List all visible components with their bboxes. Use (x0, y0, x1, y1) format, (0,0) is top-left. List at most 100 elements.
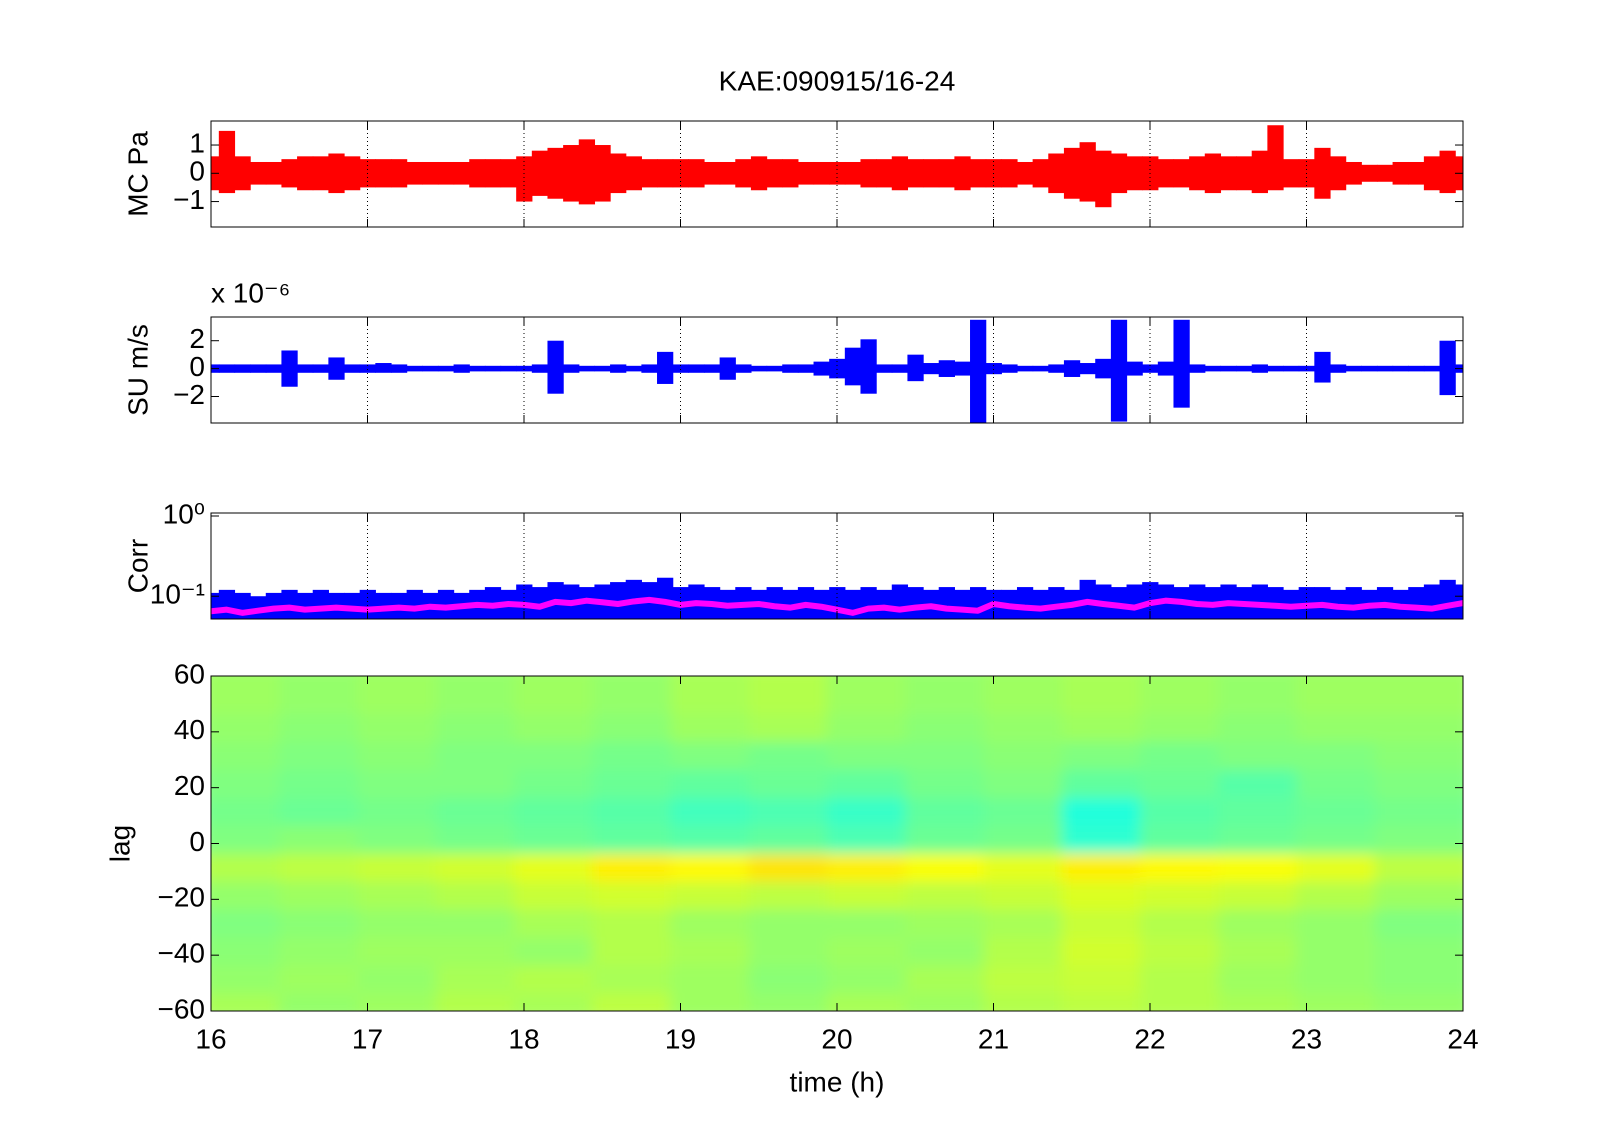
corr-band (766, 587, 783, 619)
y-tick-label: −1 (173, 184, 205, 215)
signal-envelope (829, 358, 846, 379)
x-tick-label: 21 (978, 1023, 1009, 1054)
signal-envelope (328, 357, 345, 380)
corr-band (281, 589, 298, 619)
signal-envelope (844, 347, 862, 386)
signal-envelope (500, 365, 517, 372)
signal-envelope (281, 350, 298, 387)
signal-envelope (1251, 364, 1268, 373)
signal-envelope (390, 364, 408, 373)
signal-envelope (641, 364, 658, 373)
corr-band (782, 589, 799, 619)
y-tick-label: 2 (189, 323, 205, 354)
signal-envelope (766, 365, 783, 372)
signal-envelope (907, 159, 924, 188)
signal-envelope (1110, 153, 1128, 194)
signal-envelope (938, 360, 955, 377)
signal-envelope (375, 159, 392, 188)
signal-envelope (1095, 358, 1112, 379)
axes-frame (210, 675, 1464, 1012)
signal-envelope (766, 159, 783, 188)
y-tick-label: 0 (189, 156, 205, 187)
signal-envelope (265, 364, 283, 373)
plot-area (211, 125, 1463, 208)
heatmap-cell (1374, 676, 1463, 714)
corr-band (211, 592, 220, 619)
signal-envelope (563, 364, 580, 373)
corr-band (218, 589, 236, 619)
signal-envelope (1329, 364, 1347, 373)
signal-envelope (1001, 364, 1018, 373)
signal-envelope (406, 161, 423, 185)
signal-envelope (1157, 159, 1175, 188)
signal-envelope (1173, 159, 1190, 188)
signal-envelope (390, 159, 408, 188)
signal-envelope (1204, 365, 1222, 372)
signal-envelope (531, 150, 549, 196)
x-tick-label: 16 (195, 1023, 226, 1054)
signal-envelope (234, 364, 251, 373)
axis-exponent: x 10⁻⁶ (211, 277, 290, 308)
signal-envelope (1173, 319, 1190, 408)
signal-envelope (344, 364, 361, 373)
signal-envelope (1016, 161, 1034, 185)
x-tick-label: 18 (508, 1023, 539, 1054)
signal-envelope (1079, 363, 1096, 375)
signal-envelope (1314, 147, 1331, 199)
corr-band (954, 589, 971, 619)
plot-area (211, 577, 1463, 619)
signal-envelope (453, 364, 470, 373)
corr-band (437, 589, 455, 619)
signal-envelope (1063, 147, 1081, 199)
y-axis-label: MC Pa (122, 131, 153, 217)
signal-envelope (923, 159, 940, 188)
y-tick-label: 1 (189, 127, 205, 158)
signal-envelope (1251, 150, 1268, 194)
signal-envelope (750, 156, 768, 191)
y-tick-label: −2 (173, 379, 205, 410)
signal-envelope (797, 364, 815, 373)
signal-envelope (1236, 156, 1253, 191)
signal-envelope (1001, 159, 1018, 188)
axes-frame (210, 512, 1464, 620)
signal-envelope (406, 365, 423, 372)
signal-envelope (860, 159, 877, 188)
signal-envelope (1016, 365, 1034, 372)
signal-envelope (422, 161, 439, 185)
y-tick-label: 40 (174, 714, 205, 745)
x-tick-label: 19 (665, 1023, 696, 1054)
signal-envelope (1392, 161, 1409, 185)
signal-envelope (938, 159, 955, 188)
axes-frame (210, 316, 1464, 424)
signal-envelope (703, 364, 721, 373)
y-tick-label: 10⁻¹ (150, 579, 205, 610)
signal-envelope (500, 159, 517, 188)
signal-envelope (1220, 156, 1237, 191)
signal-envelope (1329, 156, 1347, 191)
signal-envelope (923, 363, 940, 375)
corr-band (657, 577, 674, 619)
signal-envelope (469, 159, 486, 188)
signal-envelope (578, 139, 596, 205)
signal-envelope (657, 351, 674, 384)
signal-envelope (1314, 351, 1331, 383)
signal-envelope (297, 156, 314, 191)
signal-envelope (688, 159, 705, 188)
x-tick-label: 23 (1291, 1023, 1322, 1054)
signal-envelope (1408, 161, 1425, 185)
signal-envelope (735, 159, 752, 188)
signal-envelope (218, 130, 236, 194)
signal-envelope (422, 365, 439, 372)
signal-envelope (594, 365, 611, 372)
y-tick-label: 60 (174, 658, 205, 689)
signal-envelope (1126, 361, 1143, 376)
signal-envelope (876, 364, 893, 373)
signal-envelope (250, 161, 267, 185)
corr-band (1032, 589, 1049, 619)
signal-envelope (782, 159, 799, 188)
signal-envelope (359, 364, 376, 373)
signal-envelope (1032, 365, 1049, 372)
signal-envelope (1345, 161, 1362, 185)
corr-band (1126, 584, 1143, 619)
signal-envelope (516, 156, 533, 202)
